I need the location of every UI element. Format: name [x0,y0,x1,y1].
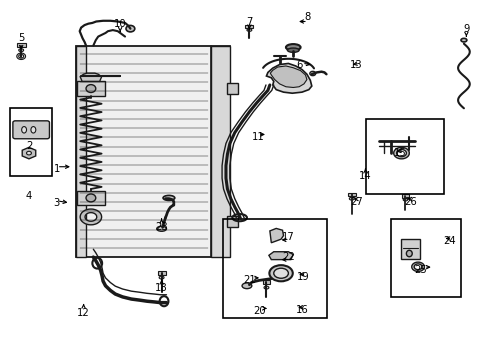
Text: 13: 13 [349,60,362,70]
Bar [17,43,25,47]
Text: 3: 3 [54,198,60,208]
Text: 5: 5 [18,33,24,43]
Polygon shape [77,81,104,96]
Ellipse shape [26,151,31,155]
Text: 6: 6 [295,60,302,70]
Ellipse shape [126,26,135,32]
Bar [227,83,238,94]
Bar [76,45,229,257]
Text: 25: 25 [414,265,427,275]
Ellipse shape [285,44,300,50]
Bar [76,45,86,257]
Text: 10: 10 [114,19,126,29]
Ellipse shape [21,127,26,133]
Bar [211,45,229,257]
Ellipse shape [86,85,96,93]
Text: 1: 1 [54,164,60,174]
Text: 12: 12 [77,308,90,318]
Polygon shape [80,73,102,81]
Ellipse shape [242,283,251,289]
Text: 7: 7 [245,17,252,27]
Text: 15: 15 [393,148,406,158]
Bar [400,239,419,259]
Text: 22: 22 [282,252,294,262]
Ellipse shape [159,276,163,279]
Ellipse shape [287,48,299,52]
Ellipse shape [460,39,466,42]
Ellipse shape [163,195,174,201]
Polygon shape [77,191,104,205]
Text: 21: 21 [243,275,255,285]
Polygon shape [268,252,293,260]
Text: 14: 14 [358,171,371,181]
Text: 2: 2 [26,141,32,151]
Bar [222,220,327,318]
Ellipse shape [229,217,238,226]
Bar [347,193,355,196]
Text: 17: 17 [282,232,294,242]
Ellipse shape [403,198,407,201]
Ellipse shape [348,197,353,200]
Ellipse shape [246,29,251,31]
Text: 27: 27 [349,197,362,207]
Bar [227,216,238,226]
Text: 24: 24 [442,236,455,246]
Text: 11: 11 [251,132,264,142]
Ellipse shape [31,127,36,133]
Polygon shape [270,66,306,87]
Polygon shape [269,228,283,243]
Ellipse shape [19,49,23,51]
Bar [390,220,461,297]
Bar [245,25,253,28]
Ellipse shape [86,194,96,202]
Polygon shape [266,63,311,93]
Ellipse shape [309,71,315,76]
Text: 20: 20 [252,306,265,316]
Bar [158,271,165,275]
Ellipse shape [406,250,411,257]
Text: 23: 23 [155,222,167,231]
Bar [10,108,52,176]
Ellipse shape [269,265,292,281]
Text: 19: 19 [296,272,309,282]
Ellipse shape [157,226,166,231]
Text: 9: 9 [462,24,468,35]
Text: 18: 18 [155,283,167,293]
Bar [366,119,444,194]
Text: 8: 8 [304,12,310,22]
Text: 26: 26 [403,197,416,207]
Ellipse shape [273,268,288,278]
Bar [401,194,408,198]
Text: 16: 16 [295,305,308,315]
FancyBboxPatch shape [13,121,49,139]
Text: 4: 4 [26,191,32,201]
Ellipse shape [229,84,238,93]
Bar [262,280,270,284]
Ellipse shape [264,286,268,289]
